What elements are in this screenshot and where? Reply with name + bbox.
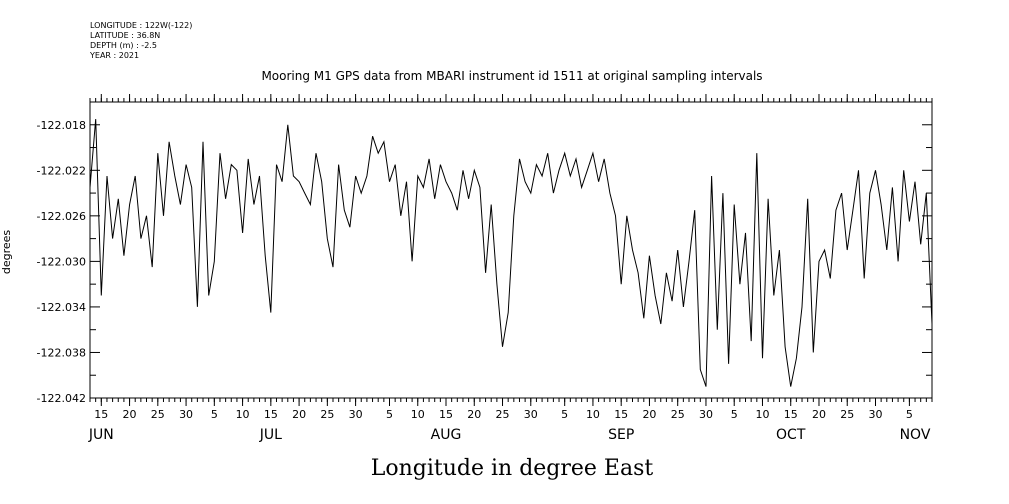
x-axis: 15 20 25 30 5 10 15 20 25 30 5 10 15 20 25 30 5 10 15 20 25 3…: [88, 94, 931, 443]
x-tick-label: 15: [614, 408, 628, 421]
x-tick-label: 20: [292, 408, 306, 421]
y-tick-label: -122.030: [37, 255, 86, 268]
x-tick-label: 25: [320, 408, 334, 421]
x-tick-label: 10: [411, 408, 425, 421]
x-tick-label: 25: [151, 408, 165, 421]
y-tick-label: -122.034: [37, 301, 86, 314]
x-tick-label: 10: [755, 408, 769, 421]
y-tick-label: -122.018: [37, 119, 86, 132]
x-tick-label: 20: [123, 408, 137, 421]
x-tick-label: 5: [211, 408, 218, 421]
minor-ticks: [89, 98, 933, 402]
x-tick-label: 15: [439, 408, 453, 421]
y-axis-label: degrees: [0, 230, 13, 275]
y-tick-label: -122.042: [37, 392, 86, 405]
y-axis: -122.018 -122.022 -122.026 -122.030 -122.034…: [37, 119, 932, 405]
x-tick-label: 5: [386, 408, 393, 421]
x-tick-label: 30: [699, 408, 713, 421]
x-month-label: JUN: [88, 427, 114, 443]
x-month-label: SEP: [608, 427, 634, 443]
x-tick-label: 25: [496, 408, 510, 421]
y-tick-label: -122.038: [37, 346, 86, 359]
meta-year: YEAR : 2021: [90, 51, 140, 60]
y-tick-label: -122.022: [37, 164, 86, 177]
x-tick-label: 30: [349, 408, 363, 421]
metadata-block: LONGITUDE : 122W(-122) LATITUDE : 36.8N …: [90, 21, 192, 61]
x-tick-label: 20: [642, 408, 656, 421]
y-tick-label: -122.026: [37, 210, 86, 223]
x-tick-label: 30: [524, 408, 538, 421]
x-month-label: NOV: [900, 427, 931, 443]
x-month-label: OCT: [776, 427, 806, 443]
series-layer: [89, 119, 933, 387]
meta-depth: DEPTH (m) : -2.5: [90, 41, 157, 50]
x-tick-label: 10: [236, 408, 250, 421]
x-tick-label: 5: [731, 408, 738, 421]
x-tick-label: 10: [586, 408, 600, 421]
x-tick-label: 15: [264, 408, 278, 421]
x-tick-label: 20: [467, 408, 481, 421]
meta-latitude: LATITUDE : 36.8N: [90, 31, 161, 40]
series-line: [89, 119, 933, 387]
x-tick-label: 25: [671, 408, 685, 421]
x-tick-label: 15: [784, 408, 798, 421]
x-tick-label: 15: [94, 408, 108, 421]
x-tick-label: 30: [179, 408, 193, 421]
x-tick-label: 5: [561, 408, 568, 421]
chart-title: Mooring M1 GPS data from MBARI instrumen…: [261, 69, 762, 83]
x-tick-label: 20: [812, 408, 826, 421]
x-tick-label: 5: [906, 408, 913, 421]
x-month-label: JUL: [259, 427, 282, 443]
x-axis-label: Longitude in degree East: [371, 456, 654, 481]
x-month-label: AUG: [431, 427, 462, 443]
meta-longitude: LONGITUDE : 122W(-122): [90, 21, 193, 30]
plot-frame: [89, 101, 933, 399]
x-tick-label: 30: [868, 408, 882, 421]
x-tick-label: 25: [840, 408, 854, 421]
